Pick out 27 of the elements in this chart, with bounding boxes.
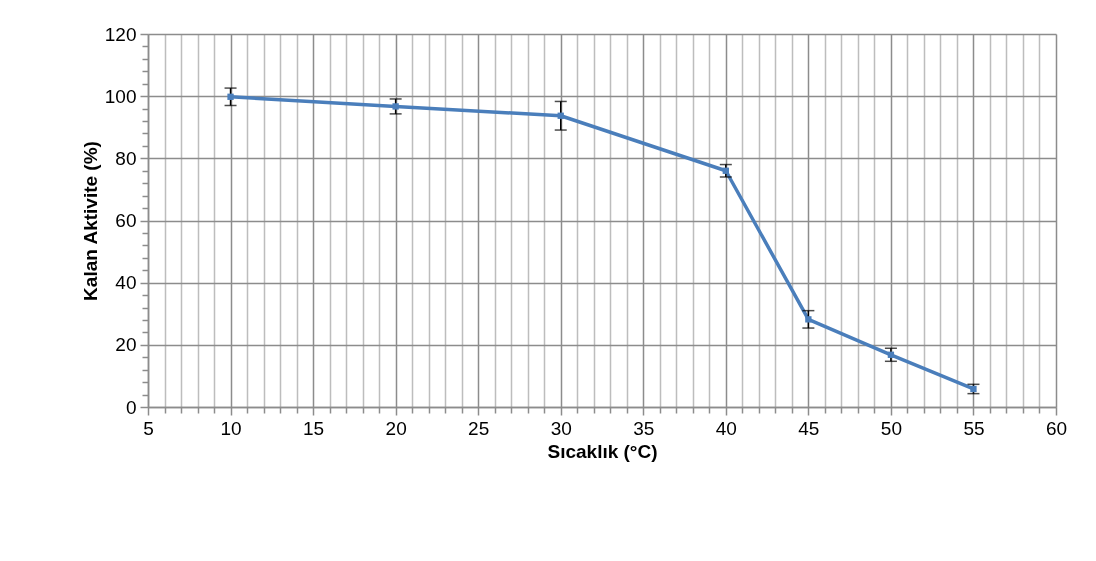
y-axis-title: Kalan Aktivite (%) xyxy=(79,141,101,301)
y-tick-label: 40 xyxy=(115,272,137,294)
point xyxy=(722,167,729,174)
x-tick-label: 15 xyxy=(303,417,325,439)
y-tick-label: 120 xyxy=(104,23,137,45)
point xyxy=(392,103,399,110)
x-tick-label: 5 xyxy=(143,417,154,439)
point xyxy=(227,93,234,100)
y-tick-label: 60 xyxy=(115,210,137,231)
x-axis-title: Sıcaklık (°C) xyxy=(547,440,658,462)
y-tick-label: 0 xyxy=(125,396,137,418)
y-tick-label: 100 xyxy=(104,85,137,107)
x-tick-label: 30 xyxy=(550,417,572,439)
x-tick-label: 55 xyxy=(963,417,985,439)
x-tick-label: 50 xyxy=(880,417,902,439)
x-tick-label: 40 xyxy=(715,417,737,439)
y-tick-label: 80 xyxy=(115,147,137,169)
point xyxy=(887,351,895,358)
point xyxy=(805,316,812,323)
y-tick-label: 20 xyxy=(115,334,137,356)
x-tick-label: 60 xyxy=(1045,417,1068,439)
x-tick-label: 45 xyxy=(798,417,820,439)
x-tick-label: 10 xyxy=(220,417,242,439)
x-tick-label: 20 xyxy=(385,417,407,439)
x-tick-label: 35 xyxy=(633,417,655,439)
point xyxy=(557,112,564,119)
x-tick-label: 25 xyxy=(468,417,490,439)
